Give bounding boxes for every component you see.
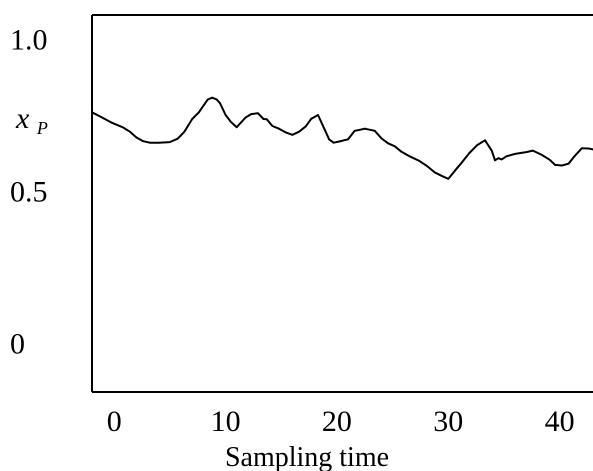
data-point bbox=[278, 127, 280, 130]
x-tick-label: 10 bbox=[211, 405, 241, 438]
data-point bbox=[363, 127, 366, 130]
data-point bbox=[211, 96, 214, 99]
data-point bbox=[357, 129, 359, 132]
data-point bbox=[323, 128, 326, 131]
data-point bbox=[142, 140, 145, 143]
data-point bbox=[409, 155, 412, 158]
y-axis-label: x P bbox=[15, 102, 48, 138]
data-point bbox=[497, 157, 500, 160]
data-point bbox=[373, 129, 376, 132]
data-point bbox=[426, 165, 428, 168]
series-line bbox=[91, 96, 593, 180]
data-point bbox=[310, 117, 313, 120]
data-point bbox=[454, 169, 456, 172]
data-point bbox=[500, 158, 503, 161]
y-tick-labels: 1.0 0.5 0 bbox=[10, 23, 48, 360]
data-point bbox=[328, 138, 330, 141]
data-point bbox=[440, 174, 443, 177]
data-point bbox=[298, 130, 300, 133]
data-point bbox=[110, 121, 112, 124]
data-point bbox=[183, 130, 186, 133]
data-point bbox=[122, 126, 125, 129]
data-point bbox=[332, 141, 335, 144]
data-point bbox=[129, 130, 131, 133]
data-point bbox=[560, 164, 563, 167]
data-point bbox=[215, 98, 218, 101]
x-tick-label: 0 bbox=[107, 405, 122, 438]
y-tick-label: 0.5 bbox=[10, 175, 48, 208]
data-point bbox=[468, 152, 471, 154]
data-point bbox=[317, 114, 319, 116]
data-point bbox=[149, 141, 151, 144]
data-point bbox=[100, 116, 102, 118]
data-point bbox=[393, 145, 396, 148]
data-point bbox=[476, 144, 479, 147]
data-point bbox=[587, 147, 590, 150]
data-point bbox=[353, 129, 356, 132]
data-point bbox=[387, 142, 389, 145]
y-axis-label-main: x bbox=[15, 102, 30, 135]
data-point bbox=[514, 153, 516, 155]
data-point bbox=[338, 140, 341, 143]
data-point bbox=[567, 162, 570, 165]
x-tick-label: 30 bbox=[433, 405, 463, 438]
data-point bbox=[304, 125, 307, 128]
data-point bbox=[434, 171, 436, 174]
data-point bbox=[490, 149, 493, 152]
data-point bbox=[244, 116, 247, 119]
data-point bbox=[224, 114, 227, 116]
data-point bbox=[347, 138, 349, 141]
data-point bbox=[265, 118, 268, 121]
data-point bbox=[291, 133, 294, 136]
data-point bbox=[235, 126, 238, 129]
data-point bbox=[548, 158, 551, 161]
data-point bbox=[135, 136, 138, 139]
y-tick-label: 0 bbox=[10, 327, 25, 360]
data-point bbox=[284, 131, 287, 134]
data-point bbox=[271, 125, 274, 127]
data-point bbox=[573, 155, 575, 158]
data-point bbox=[540, 154, 543, 156]
data-point bbox=[400, 150, 403, 153]
data-point bbox=[157, 141, 160, 144]
data-point bbox=[380, 137, 383, 140]
series-group bbox=[91, 96, 593, 180]
data-point bbox=[525, 151, 528, 154]
data-point bbox=[198, 111, 200, 114]
data-point bbox=[418, 160, 421, 162]
x-axis-label: Sampling time bbox=[225, 442, 389, 471]
x-tick-labels: 0 10 20 30 40 bbox=[107, 405, 575, 438]
data-point bbox=[262, 118, 265, 120]
y-tick-label: 1.0 bbox=[10, 23, 48, 56]
data-point bbox=[460, 161, 463, 164]
x-tick-label: 20 bbox=[322, 405, 352, 438]
data-point bbox=[230, 121, 233, 124]
data-point bbox=[219, 102, 221, 105]
axes bbox=[91, 14, 593, 393]
data-point bbox=[484, 139, 486, 142]
data-point bbox=[206, 98, 209, 101]
data-point bbox=[447, 178, 450, 180]
data-point bbox=[191, 118, 194, 120]
data-point bbox=[532, 149, 534, 152]
data-point bbox=[257, 112, 259, 115]
data-point bbox=[176, 137, 179, 140]
y-axis-label-subscript: P bbox=[36, 118, 48, 138]
x-tick-label: 40 bbox=[545, 405, 575, 438]
data-point bbox=[505, 155, 508, 158]
data-point bbox=[201, 106, 204, 109]
data-point bbox=[494, 159, 496, 162]
data-point bbox=[91, 111, 93, 114]
data-point bbox=[250, 113, 253, 115]
data-point bbox=[554, 164, 556, 166]
data-point bbox=[169, 141, 171, 144]
data-point bbox=[581, 147, 583, 150]
